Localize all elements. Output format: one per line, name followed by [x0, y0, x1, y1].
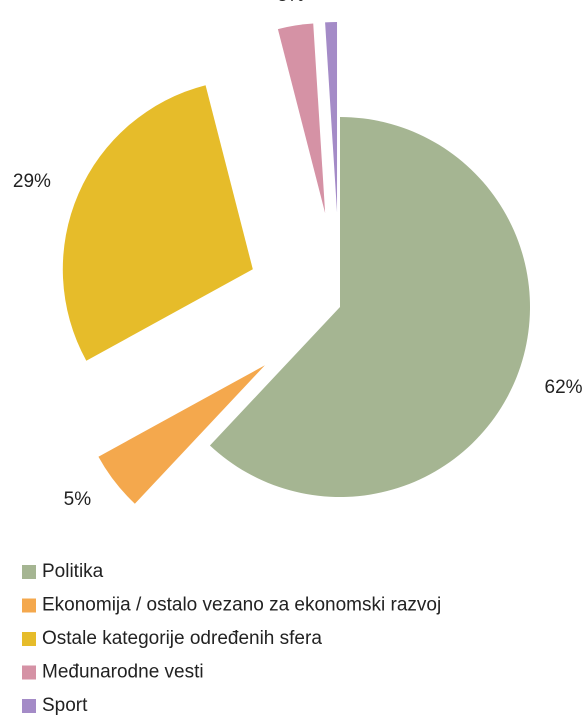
- data-label: 62%: [545, 377, 582, 398]
- legend-label: Sport: [42, 695, 88, 716]
- legend-label: Međunarodne vesti: [42, 662, 204, 683]
- data-label: 3%: [277, 0, 305, 6]
- data-label: 29%: [13, 171, 51, 192]
- legend-swatch: [22, 598, 36, 613]
- pie-slice: [62, 85, 253, 361]
- legend-swatch: [22, 632, 36, 646]
- legend-swatch: [22, 665, 36, 680]
- data-label: 1%: [316, 0, 344, 2]
- pie-slice: [98, 365, 265, 504]
- pie-slice: [277, 23, 326, 214]
- pie-slice: [209, 117, 531, 497]
- data-label: 5%: [64, 489, 92, 510]
- legend-swatch: [22, 565, 36, 579]
- pie-slice: [325, 22, 338, 213]
- legend-swatch: [22, 699, 36, 713]
- legend-label: Ekonomija / ostalo vezano za ekonomski r…: [42, 595, 441, 616]
- legend-label: Ostale kategorije određenih sfera: [42, 628, 322, 649]
- legend-label: Politika: [42, 561, 104, 582]
